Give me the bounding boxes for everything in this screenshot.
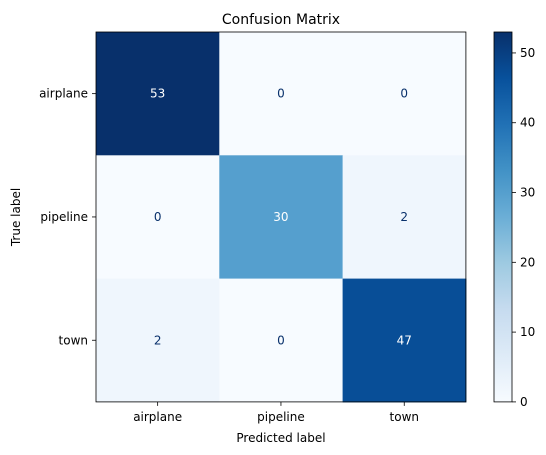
- cell-value-label: 0: [277, 87, 285, 101]
- x-tick-label: town: [390, 410, 419, 424]
- cell-value-label: 0: [154, 210, 162, 224]
- chart-title: Confusion Matrix: [222, 12, 340, 28]
- cell-value-label: 53: [150, 87, 165, 101]
- colorbar-tick-label: 10: [520, 325, 535, 339]
- cell-value-label: 2: [154, 333, 162, 347]
- y-tick-label: airplane: [39, 87, 88, 101]
- cell-value-label: 0: [400, 87, 408, 101]
- x-axis-label: Predicted label: [236, 431, 325, 445]
- colorbar-tick-label: 30: [520, 186, 535, 200]
- colorbar-tick-label: 20: [520, 255, 535, 269]
- x-axis: airplane pipeline town: [133, 402, 419, 424]
- colorbar-tick-label: 0: [520, 395, 528, 409]
- colorbar-gradient: [494, 32, 512, 402]
- colorbar-tick-label: 50: [520, 46, 535, 60]
- colorbar-tick-label: 40: [520, 116, 535, 130]
- x-tick-label: airplane: [133, 410, 182, 424]
- y-tick-label: town: [59, 333, 88, 347]
- cell-value-label: 47: [397, 333, 412, 347]
- x-tick-label: pipeline: [257, 410, 305, 424]
- cell-value-label: 0: [277, 333, 285, 347]
- y-axis-label: True label: [9, 188, 23, 247]
- colorbar: 0 10 20 30 40 50: [494, 32, 535, 409]
- cell-value-label: 30: [273, 210, 288, 224]
- y-tick-label: pipeline: [40, 210, 88, 224]
- cell-value-label: 2: [400, 210, 408, 224]
- y-axis: airplane pipeline town: [39, 87, 96, 348]
